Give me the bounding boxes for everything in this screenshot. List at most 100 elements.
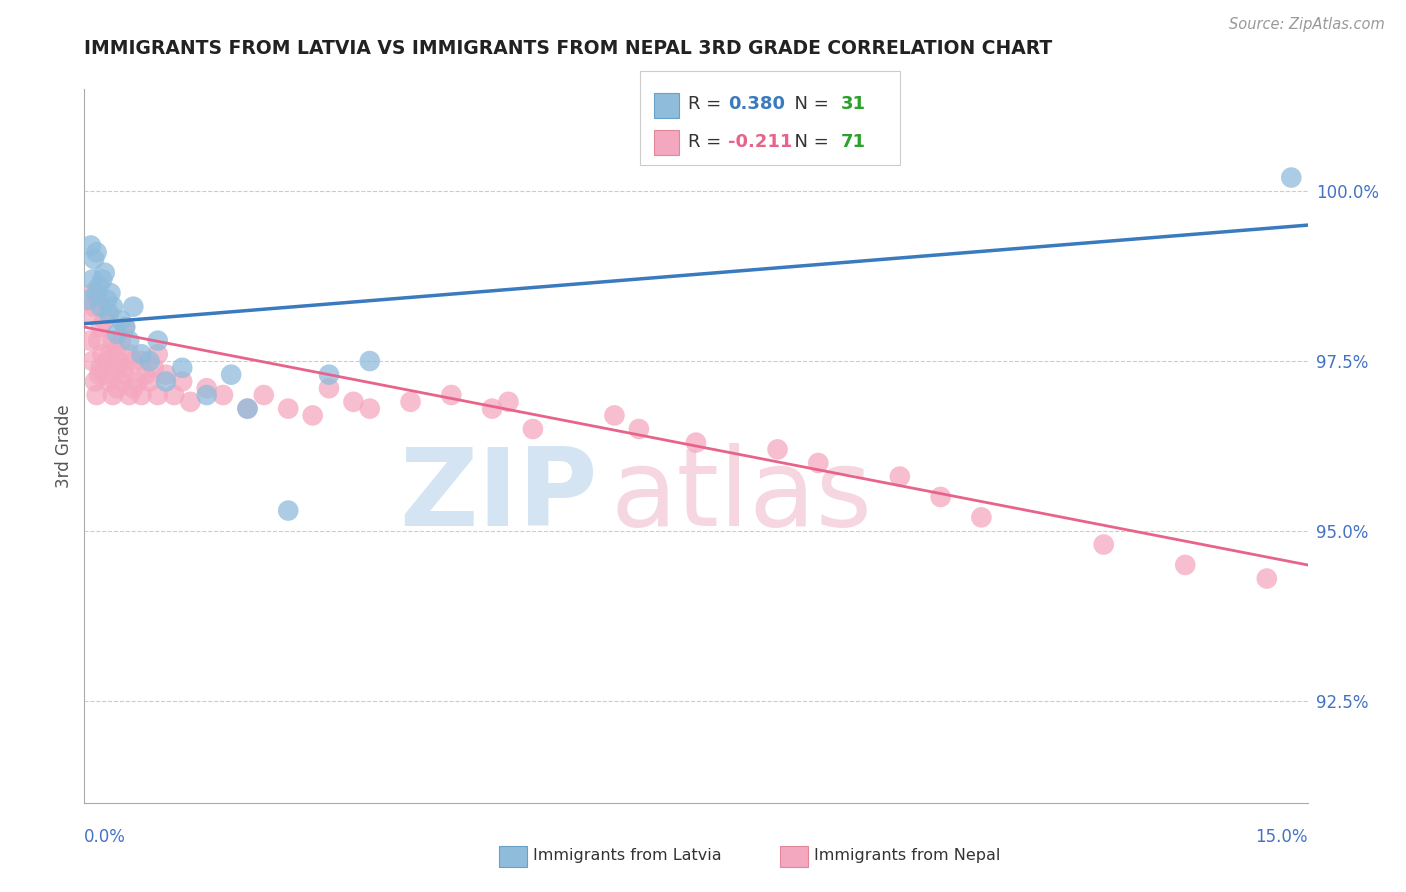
Point [146, 334, 169, 348]
Point [100, 347, 122, 361]
Point [172, 360, 194, 375]
Point [118, 388, 141, 402]
Point [138, 354, 160, 368]
Point [114, 320, 136, 334]
Point [889, 469, 911, 483]
Point [118, 347, 141, 361]
Point [97, 306, 120, 320]
Text: Immigrants from Nepal: Immigrants from Nepal [814, 848, 1001, 863]
Point [80, 238, 103, 252]
Point [131, 347, 153, 361]
Point [91, 272, 114, 286]
Point [114, 368, 136, 382]
Point [101, 334, 124, 348]
Point [118, 334, 141, 348]
Point [481, 401, 503, 416]
Point [236, 401, 259, 416]
Text: IMMIGRANTS FROM LATVIA VS IMMIGRANTS FROM NEPAL 3RD GRADE CORRELATION CHART: IMMIGRANTS FROM LATVIA VS IMMIGRANTS FRO… [84, 39, 1053, 58]
Point [97, 306, 120, 320]
Point [122, 354, 145, 368]
Point [97, 375, 120, 389]
Point [359, 354, 381, 368]
Point [399, 394, 422, 409]
Point [131, 354, 153, 368]
Point [77, 306, 100, 320]
Point [122, 300, 145, 314]
Point [498, 394, 520, 409]
Point [82, 272, 104, 286]
Point [90, 320, 112, 334]
Point [101, 388, 124, 402]
Point [142, 360, 165, 375]
Point [84, 375, 107, 389]
Point [195, 381, 218, 395]
Point [96, 354, 118, 368]
Point [685, 435, 707, 450]
Text: ZIP: ZIP [399, 443, 598, 549]
Point [83, 300, 105, 314]
Point [101, 300, 124, 314]
Point [179, 394, 201, 409]
Point [253, 388, 276, 402]
Text: Source: ZipAtlas.com: Source: ZipAtlas.com [1229, 17, 1385, 31]
Point [93, 368, 117, 382]
Point [131, 388, 153, 402]
Point [1256, 572, 1278, 586]
Point [90, 300, 112, 314]
Point [155, 368, 177, 382]
Point [93, 313, 117, 327]
Text: N =: N = [783, 95, 835, 113]
Text: 71: 71 [841, 133, 866, 151]
Point [83, 252, 105, 266]
Point [766, 442, 789, 457]
Text: -0.211: -0.211 [728, 133, 793, 151]
Text: 0.0%: 0.0% [84, 828, 127, 846]
Point [86, 286, 108, 301]
Point [522, 422, 544, 436]
Point [172, 375, 194, 389]
Y-axis label: 3rd Grade: 3rd Grade [55, 404, 73, 488]
Point [87, 368, 110, 382]
Point [104, 360, 127, 375]
Point [219, 368, 242, 382]
Point [195, 388, 218, 402]
Point [318, 381, 340, 395]
Text: 0.380: 0.380 [728, 95, 786, 113]
Point [82, 354, 104, 368]
Point [603, 409, 626, 423]
Point [96, 293, 118, 307]
Point [342, 394, 364, 409]
Point [110, 375, 132, 389]
Point [87, 334, 110, 348]
Point [359, 401, 381, 416]
Point [110, 313, 132, 327]
Point [105, 381, 128, 395]
Point [236, 401, 259, 416]
Text: R =: R = [688, 133, 727, 151]
Point [146, 347, 169, 361]
Point [1092, 537, 1115, 551]
Text: Immigrants from Latvia: Immigrants from Latvia [533, 848, 721, 863]
Point [100, 286, 122, 301]
Point [105, 326, 128, 341]
Point [110, 334, 132, 348]
Point [138, 375, 160, 389]
Point [146, 388, 169, 402]
Point [112, 360, 135, 375]
Point [627, 422, 650, 436]
Text: R =: R = [688, 95, 727, 113]
Point [91, 347, 114, 361]
Point [93, 266, 117, 280]
Point [163, 388, 186, 402]
Point [807, 456, 830, 470]
Point [87, 279, 110, 293]
Point [82, 286, 104, 301]
Point [77, 293, 100, 307]
Text: N =: N = [783, 133, 835, 151]
Point [135, 368, 157, 382]
Point [301, 409, 323, 423]
Point [970, 510, 993, 524]
Point [86, 388, 108, 402]
Point [929, 490, 952, 504]
Point [107, 354, 129, 368]
